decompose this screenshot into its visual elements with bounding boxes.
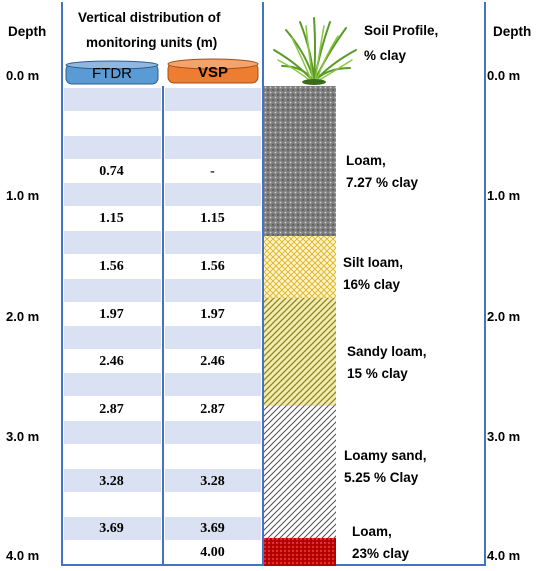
row-stripe [165,517,261,540]
layer-5-clay: 23% clay [352,546,410,561]
ftdr-cylinder [65,60,159,85]
row-stripe [165,88,261,111]
vsp-depth-value: 1.15 [200,211,225,226]
row-stripe [64,136,161,159]
layer-1-clay: 7.27 % clay [346,175,419,190]
vsp-depth-value: 3.69 [200,521,225,536]
layer-4-name: Loamy sand, [344,448,427,463]
row-stripe [64,421,161,444]
layer-2-name: Silt loam, [343,255,404,270]
center-header-line2: monitoring units (m) [86,35,218,50]
column-border-right [262,2,264,566]
vsp-depth-value: 2.46 [200,354,225,369]
left-depth-header: Depth [8,24,47,39]
row-stripe [165,469,261,492]
row-stripe [64,231,161,254]
depth-label-right: 2.0 m [487,309,521,324]
depth-label-right: 1.0 m [487,188,521,203]
right-depth-header: Depth [493,24,532,39]
layer-5-name: Loam, [352,524,392,539]
ftdr-depth-value: 3.69 [99,521,124,536]
ftdr-label: FTDR [92,65,132,82]
grass-icon [273,17,357,85]
layer-1-name: Loam, [346,153,386,168]
column-border-depth-right [484,2,486,566]
column-border-left [61,2,63,566]
soil-header-line2: % clay [364,48,407,63]
center-header-line1: Vertical distribution of [78,10,221,25]
vsp-label: VSP [197,64,228,81]
ftdr-depth-value: 1.56 [99,259,124,274]
row-stripe [64,88,161,111]
ftdr-depth-value: 1.97 [99,307,124,322]
depth-label-right: 3.0 m [487,429,521,444]
row-stripe [165,231,261,254]
depth-label-left: 3.0 m [6,429,40,444]
vsp-depth-value: 3.28 [200,474,225,489]
layer-2-clay: 16% clay [343,277,401,292]
layer-3-clay: 15 % clay [347,366,408,381]
depth-label-left: 2.0 m [6,309,40,324]
depth-label-left: 4.0 m [6,548,40,563]
ftdr-depth-value: 0.74 [99,164,124,179]
row-stripe [165,373,261,396]
vsp-depth-value: - [210,164,215,179]
vsp-depth-value: 1.56 [200,259,225,274]
row-stripe [165,279,261,302]
soil-header-line1: Soil Profile, [364,23,439,38]
vsp-depth-value: 1.97 [200,307,225,322]
ftdr-depth-value: 1.15 [99,211,124,226]
layer-loamy-sand [264,406,336,538]
row-stripe [64,326,161,349]
depth-label-left: 0.0 m [6,68,40,83]
layer-loam-top [264,86,336,236]
row-stripe [64,469,161,492]
row-stripe [165,326,261,349]
layer-3-name: Sandy loam, [347,344,427,359]
soil-profile-column [264,86,336,566]
row-stripe [64,279,161,302]
row-stripe [64,183,161,206]
layer-4-clay: 5.25 % Clay [344,470,419,485]
depth-label-right: 0.0 m [487,68,521,83]
row-stripe [64,373,161,396]
layer-loam-bottom [264,538,336,566]
row-stripe [64,517,161,540]
ftdr-depth-value: 2.46 [99,354,124,369]
row-stripe [165,421,261,444]
row-stripe [165,136,261,159]
column-border-mid [162,86,164,566]
ftdr-depth-value: 2.87 [99,402,124,417]
vsp-depth-value: 2.87 [200,402,225,417]
depth-label-right: 4.0 m [487,548,521,563]
vsp-depth-value: 4.00 [200,545,225,560]
layer-silt-loam [264,236,336,298]
ftdr-depth-value: 3.28 [99,474,124,489]
row-stripe [165,183,261,206]
layer-sandy-loam [264,298,336,406]
depth-label-left: 1.0 m [6,188,40,203]
vsp-cylinder [167,58,259,84]
